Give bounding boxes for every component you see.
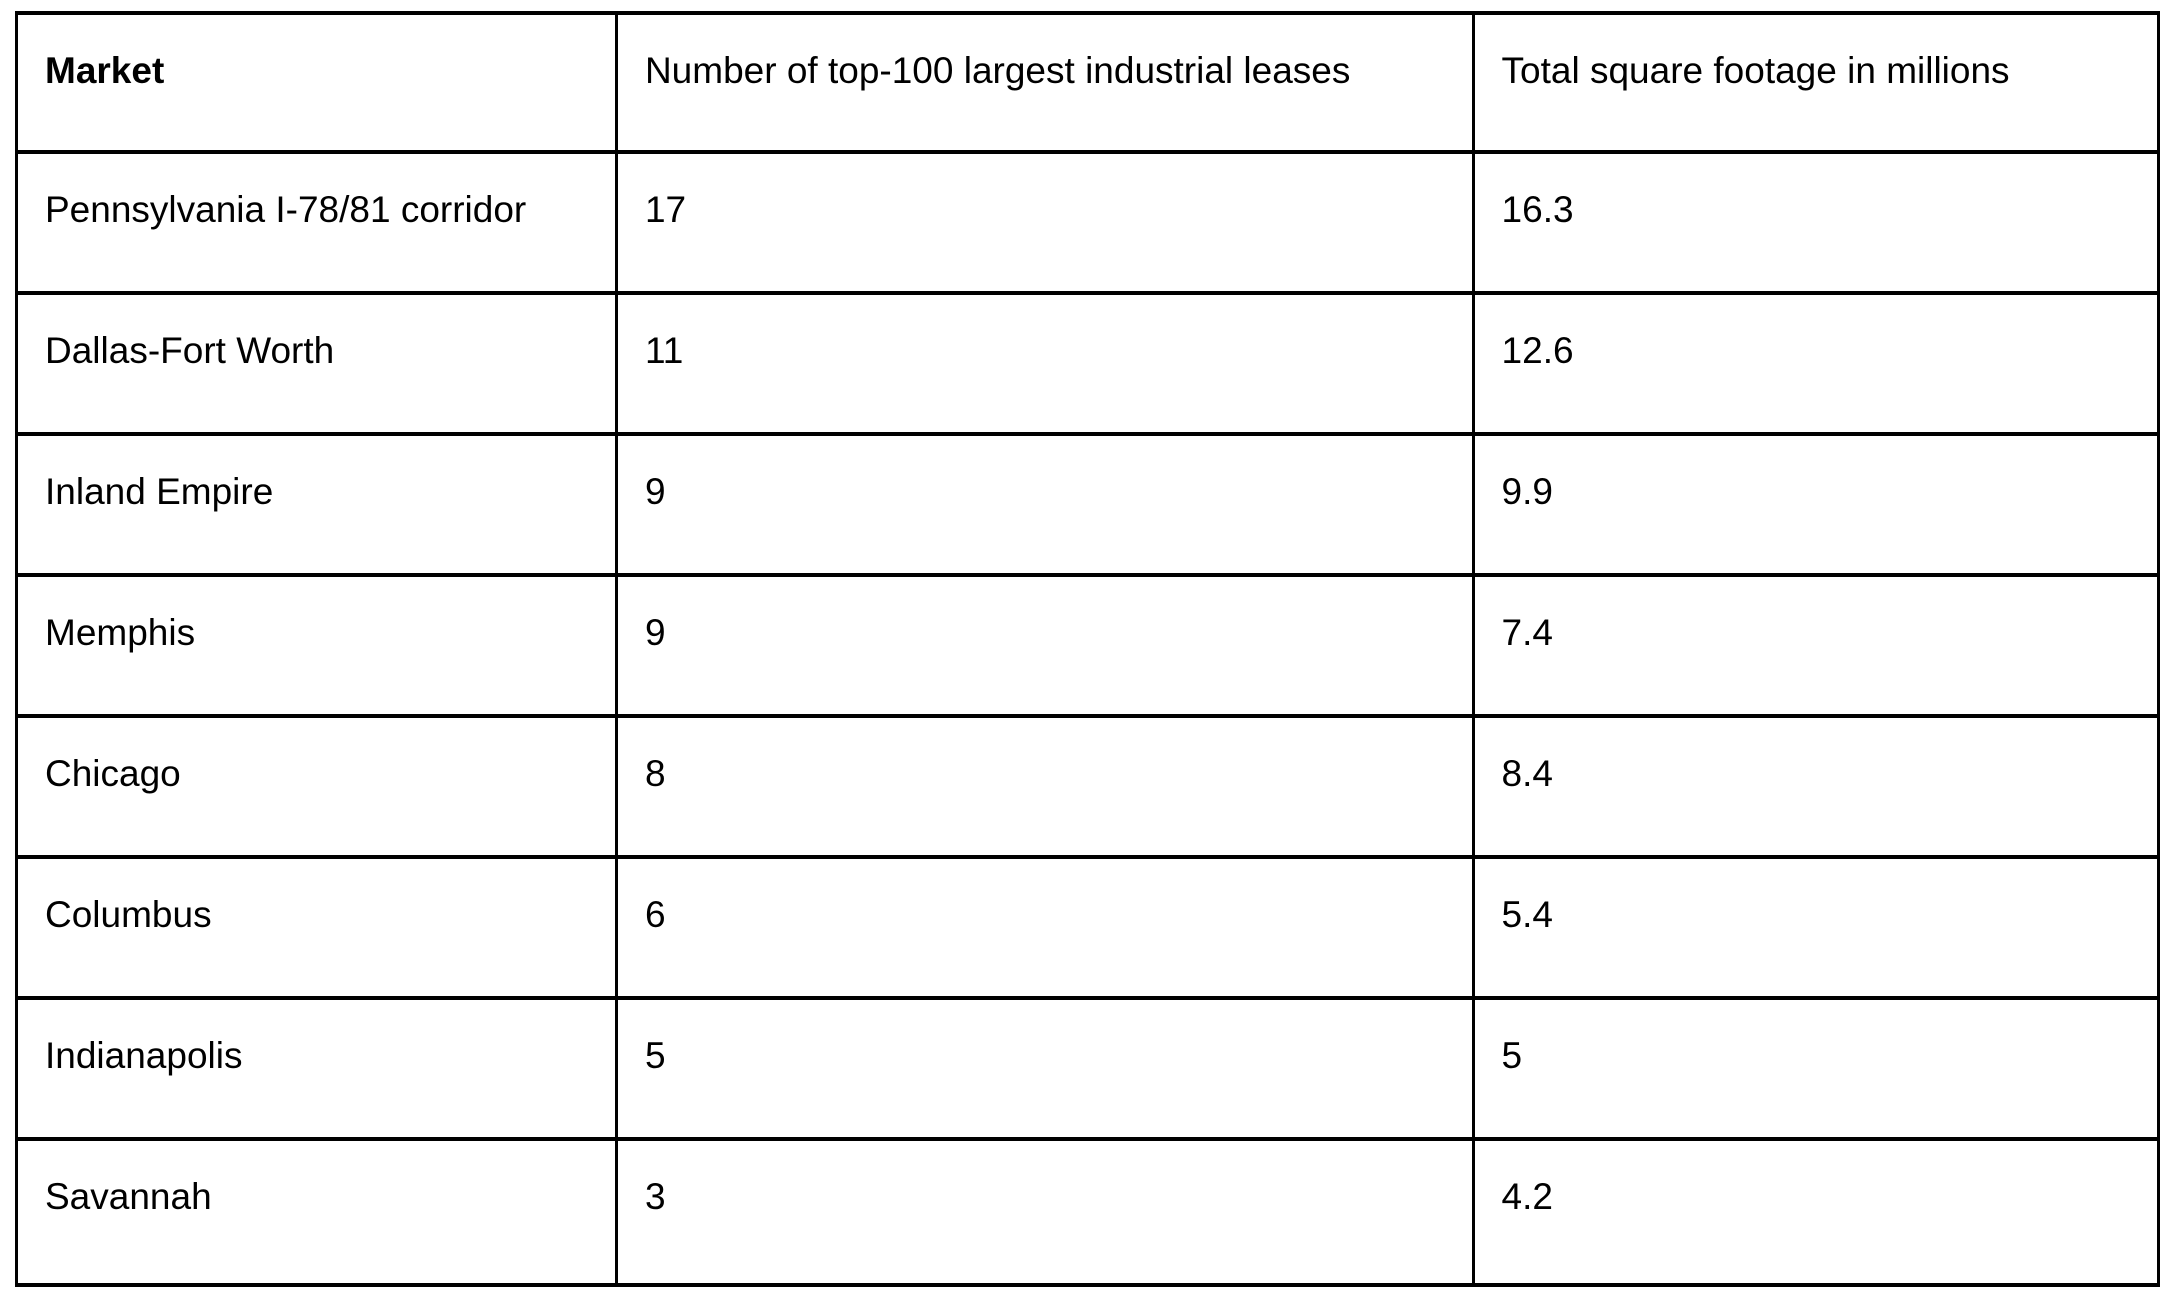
cell-market: Dallas-Fort Worth xyxy=(15,291,618,436)
table-row-memphis: Memphis 9 7.4 xyxy=(15,573,2160,718)
table-row-chicago: Chicago 8 8.4 xyxy=(15,714,2160,859)
cell-market: Memphis xyxy=(15,573,618,718)
cell-square-footage: 4.2 xyxy=(1471,1137,2160,1287)
cell-market: Columbus xyxy=(15,855,618,1000)
cell-lease-count: 17 xyxy=(614,150,1475,295)
table-header-row: Market Number of top-100 largest industr… xyxy=(15,11,2160,154)
column-header-lease-count: Number of top-100 largest industrial lea… xyxy=(614,11,1475,154)
cell-lease-count: 6 xyxy=(614,855,1475,1000)
table-row-dallas-fort-worth: Dallas-Fort Worth 11 12.6 xyxy=(15,291,2160,436)
cell-lease-count: 8 xyxy=(614,714,1475,859)
industrial-leases-table-container: Market Number of top-100 largest industr… xyxy=(15,11,2160,1287)
cell-market: Inland Empire xyxy=(15,432,618,577)
cell-market: Pennsylvania I-78/81 corridor xyxy=(15,150,618,295)
cell-market: Savannah xyxy=(15,1137,618,1287)
cell-market: Chicago xyxy=(15,714,618,859)
table-row-savannah: Savannah 3 4.2 xyxy=(15,1137,2160,1287)
table-row-indianapolis: Indianapolis 5 5 xyxy=(15,996,2160,1141)
cell-square-footage: 16.3 xyxy=(1471,150,2160,295)
table-row-columbus: Columbus 6 5.4 xyxy=(15,855,2160,1000)
column-header-market: Market xyxy=(15,11,618,154)
cell-lease-count: 3 xyxy=(614,1137,1475,1287)
cell-lease-count: 9 xyxy=(614,432,1475,577)
cell-square-footage: 12.6 xyxy=(1471,291,2160,436)
cell-lease-count: 9 xyxy=(614,573,1475,718)
cell-square-footage: 7.4 xyxy=(1471,573,2160,718)
cell-square-footage: 9.9 xyxy=(1471,432,2160,577)
table-row-pennsylvania: Pennsylvania I-78/81 corridor 17 16.3 xyxy=(15,150,2160,295)
cell-market: Indianapolis xyxy=(15,996,618,1141)
cell-square-footage: 8.4 xyxy=(1471,714,2160,859)
cell-lease-count: 5 xyxy=(614,996,1475,1141)
table-row-inland-empire: Inland Empire 9 9.9 xyxy=(15,432,2160,577)
cell-lease-count: 11 xyxy=(614,291,1475,436)
column-header-square-footage: Total square footage in millions xyxy=(1471,11,2160,154)
industrial-leases-table: Market Number of top-100 largest industr… xyxy=(15,11,2160,1287)
cell-square-footage: 5.4 xyxy=(1471,855,2160,1000)
cell-square-footage: 5 xyxy=(1471,996,2160,1141)
